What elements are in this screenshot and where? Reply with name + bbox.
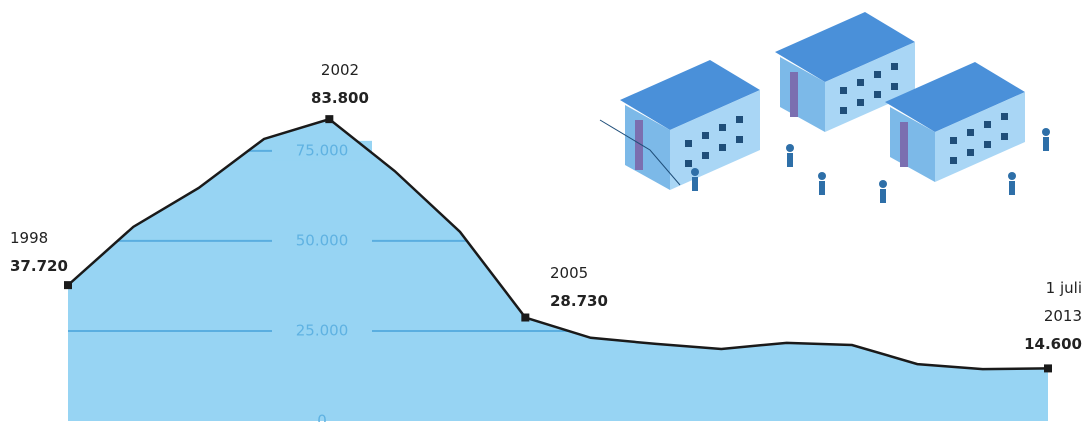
value-label: 37.720 bbox=[10, 257, 68, 275]
line bbox=[67, 117, 1049, 371]
year-label: 2002 bbox=[320, 61, 360, 79]
tick-label-bg bbox=[272, 230, 372, 251]
year-label: 1 juli 2013 bbox=[1043, 279, 1082, 325]
year-label: 1998 bbox=[10, 229, 49, 247]
point-annotation: 1 juli 2013 14.600 bbox=[1010, 274, 1082, 358]
point-marker bbox=[521, 313, 530, 322]
houses-illustration bbox=[599, 12, 1050, 203]
y-tick-label: 50.000 bbox=[296, 231, 349, 249]
point-annotation: 1998 37.720 bbox=[10, 224, 68, 280]
point-marker bbox=[325, 115, 334, 124]
tick-label-bg bbox=[272, 320, 372, 341]
value-label: 14.600 bbox=[1024, 335, 1082, 353]
y-tick-label: 0 bbox=[317, 412, 327, 422]
year-label: 2005 bbox=[550, 264, 589, 282]
point-marker bbox=[64, 281, 72, 290]
value-label: 28.730 bbox=[550, 292, 608, 310]
tick-label-bg bbox=[272, 140, 372, 161]
point-marker bbox=[1044, 364, 1052, 373]
point-annotation: 2005 28.730 bbox=[550, 259, 608, 315]
area bbox=[68, 119, 1048, 422]
point-annotation: 2002 83.800 bbox=[300, 56, 380, 112]
value-label: 83.800 bbox=[311, 89, 369, 107]
y-tick-label: 75.000 bbox=[296, 141, 349, 159]
y-tick-label: 25.000 bbox=[296, 321, 349, 339]
